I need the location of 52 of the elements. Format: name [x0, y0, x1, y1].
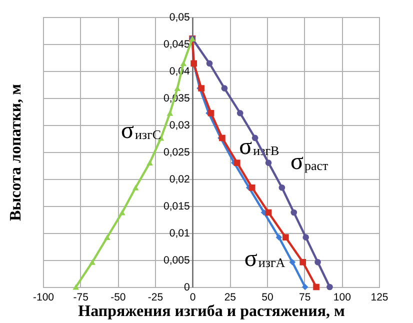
x-tick-label: 75	[298, 292, 311, 304]
y-tick-label: 0,025	[164, 146, 190, 158]
point	[174, 86, 181, 92]
y-tick-label: 0,015	[164, 200, 190, 212]
point	[290, 209, 298, 216]
y-axis-title: Высота лопатки, м	[8, 84, 24, 222]
y-tick-label: 0	[184, 282, 190, 294]
point	[252, 134, 258, 142]
y-tick-label: 0,02	[169, 174, 190, 186]
point	[289, 259, 296, 266]
y-tick-label: 0,005	[164, 254, 190, 266]
point	[132, 184, 139, 190]
point	[265, 209, 272, 216]
x-tick-label: 100	[333, 292, 352, 304]
point	[276, 234, 282, 240]
point	[234, 160, 240, 166]
point	[265, 160, 272, 166]
x-tick-label: -75	[73, 292, 89, 304]
point	[282, 234, 289, 240]
point	[313, 284, 320, 290]
point	[104, 234, 110, 240]
point	[248, 184, 256, 191]
point	[118, 210, 126, 216]
point	[180, 60, 187, 66]
point	[72, 284, 80, 290]
x-tick-label: -100	[32, 292, 54, 304]
series-label: σраст	[290, 148, 329, 175]
y-tick-label: 0,01	[169, 228, 190, 240]
y-tick-label: 0,05	[169, 12, 190, 24]
point	[302, 284, 308, 290]
x-axis-title: Напряжения изгиба и растяжения, м	[78, 303, 345, 320]
y-tick-label: 0,045	[164, 38, 190, 50]
point	[221, 85, 228, 92]
point	[314, 259, 321, 266]
point	[208, 110, 214, 116]
point	[326, 284, 333, 290]
series-label: σизгА	[244, 246, 286, 272]
y-tick-label: 0,03	[169, 120, 190, 132]
point	[302, 234, 309, 240]
x-tick-label: 25	[224, 292, 236, 304]
point	[89, 259, 96, 265]
series-label: σизгС	[120, 118, 162, 144]
point	[166, 110, 174, 116]
point	[300, 259, 306, 266]
point	[278, 184, 286, 191]
point	[146, 160, 153, 166]
x-tick-label: -50	[110, 292, 126, 304]
x-tick-label: 50	[262, 292, 274, 304]
x-tick-label: 125	[370, 292, 388, 304]
point	[236, 110, 244, 116]
x-tick-label: -25	[148, 292, 164, 304]
point	[206, 60, 213, 67]
